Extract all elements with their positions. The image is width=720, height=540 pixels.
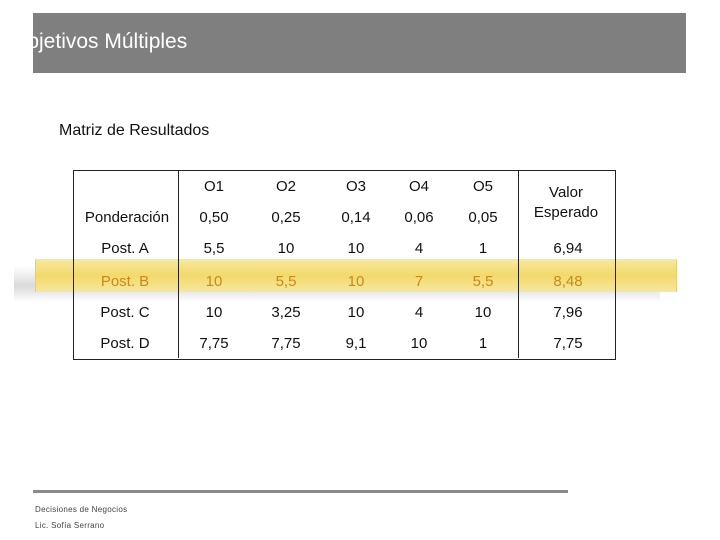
table-cell: 3,25 [271,304,301,321]
weight-cell: 0,06 [404,209,434,226]
title-bar [33,13,686,73]
table-cell: 10 [410,335,428,352]
row-label-a: Post. A [101,240,149,257]
table-cell: 10 [205,304,223,321]
value-header-line1: Valor [549,184,583,201]
footer-author: Lic. Sofía Serrano [35,521,105,530]
table-cell: 1 [478,335,488,352]
subtitle: Matriz de Resultados [59,122,210,139]
weight-cell: 0,50 [199,209,229,226]
table-cell: 10 [347,304,365,321]
value-header-line2: Esperado [533,204,599,221]
expected-value-cell: 7,75 [553,335,583,352]
results-matrix [73,170,616,360]
col-header-o1: O1 [203,178,224,195]
weights-label: Ponderación [84,209,170,226]
table-cell: 10 [347,273,365,290]
table-cell: 5,5 [275,273,297,290]
table-cell: 9,1 [345,335,367,352]
footer-course: Decisiones de Negocios [35,505,128,514]
column-divider [518,170,519,358]
table-cell: 7 [414,273,424,290]
row-label-d: Post. D [100,335,150,352]
row-label-c: Post. C [100,304,150,321]
expected-value-cell: 8,48 [553,273,583,290]
table-cell: 5,5 [203,240,225,257]
weight-cell: 0,05 [468,209,498,226]
table-cell: 10 [277,240,295,257]
table-cell: 10 [205,273,223,290]
expected-value-cell: 6,94 [553,240,583,257]
col-header-o2: O2 [275,178,296,195]
col-header-o5: O5 [472,178,493,195]
table-cell: 1 [478,240,488,257]
slide-title: Objetivos Múltiples [11,30,188,53]
expected-value-cell: 7,96 [553,304,583,321]
row-label-b: Post. B [100,273,150,290]
column-divider [178,170,179,358]
highlight-band [35,259,677,292]
table-cell: 4 [414,240,424,257]
table-cell: 5,5 [472,273,494,290]
table-cell: 10 [474,304,492,321]
table-cell: 7,75 [199,335,229,352]
footer-divider [33,490,568,493]
col-header-o4: O4 [408,178,429,195]
weight-cell: 0,14 [341,209,371,226]
table-cell: 4 [414,304,424,321]
table-cell: 7,75 [271,335,301,352]
table-cell: 10 [347,240,365,257]
col-header-o3: O3 [345,178,366,195]
weight-cell: 0,25 [271,209,301,226]
